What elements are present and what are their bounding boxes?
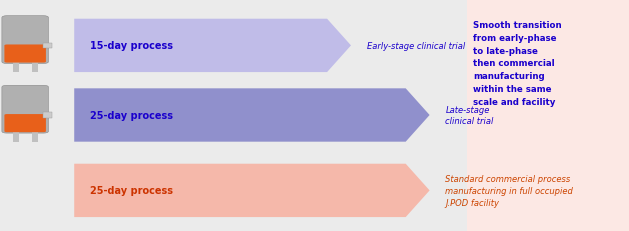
- FancyBboxPatch shape: [13, 131, 19, 142]
- Text: 25-day process: 25-day process: [90, 110, 173, 121]
- Text: Standard commercial process
manufacturing in full occupied
J.POD facility: Standard commercial process manufacturin…: [445, 174, 573, 207]
- Polygon shape: [74, 164, 430, 217]
- FancyBboxPatch shape: [4, 45, 46, 63]
- FancyBboxPatch shape: [4, 115, 46, 133]
- FancyBboxPatch shape: [13, 61, 19, 73]
- Polygon shape: [74, 20, 351, 73]
- FancyBboxPatch shape: [32, 131, 38, 142]
- Polygon shape: [467, 0, 629, 231]
- FancyBboxPatch shape: [2, 86, 48, 134]
- FancyBboxPatch shape: [43, 44, 52, 49]
- FancyBboxPatch shape: [43, 113, 52, 118]
- Text: Early-stage clinical trial: Early-stage clinical trial: [367, 42, 465, 51]
- Text: 25-day process: 25-day process: [90, 185, 173, 196]
- Polygon shape: [74, 89, 430, 142]
- Text: 15-day process: 15-day process: [90, 41, 173, 51]
- Text: Smooth transition
from early-phase
to late-phase
then commercial
manufacturing
w: Smooth transition from early-phase to la…: [473, 21, 562, 106]
- FancyBboxPatch shape: [32, 61, 38, 73]
- FancyBboxPatch shape: [2, 17, 48, 64]
- Text: Late-stage
clinical trial: Late-stage clinical trial: [445, 105, 494, 126]
